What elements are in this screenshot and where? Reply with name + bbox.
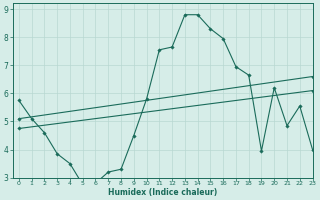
X-axis label: Humidex (Indice chaleur): Humidex (Indice chaleur) [108, 188, 217, 197]
